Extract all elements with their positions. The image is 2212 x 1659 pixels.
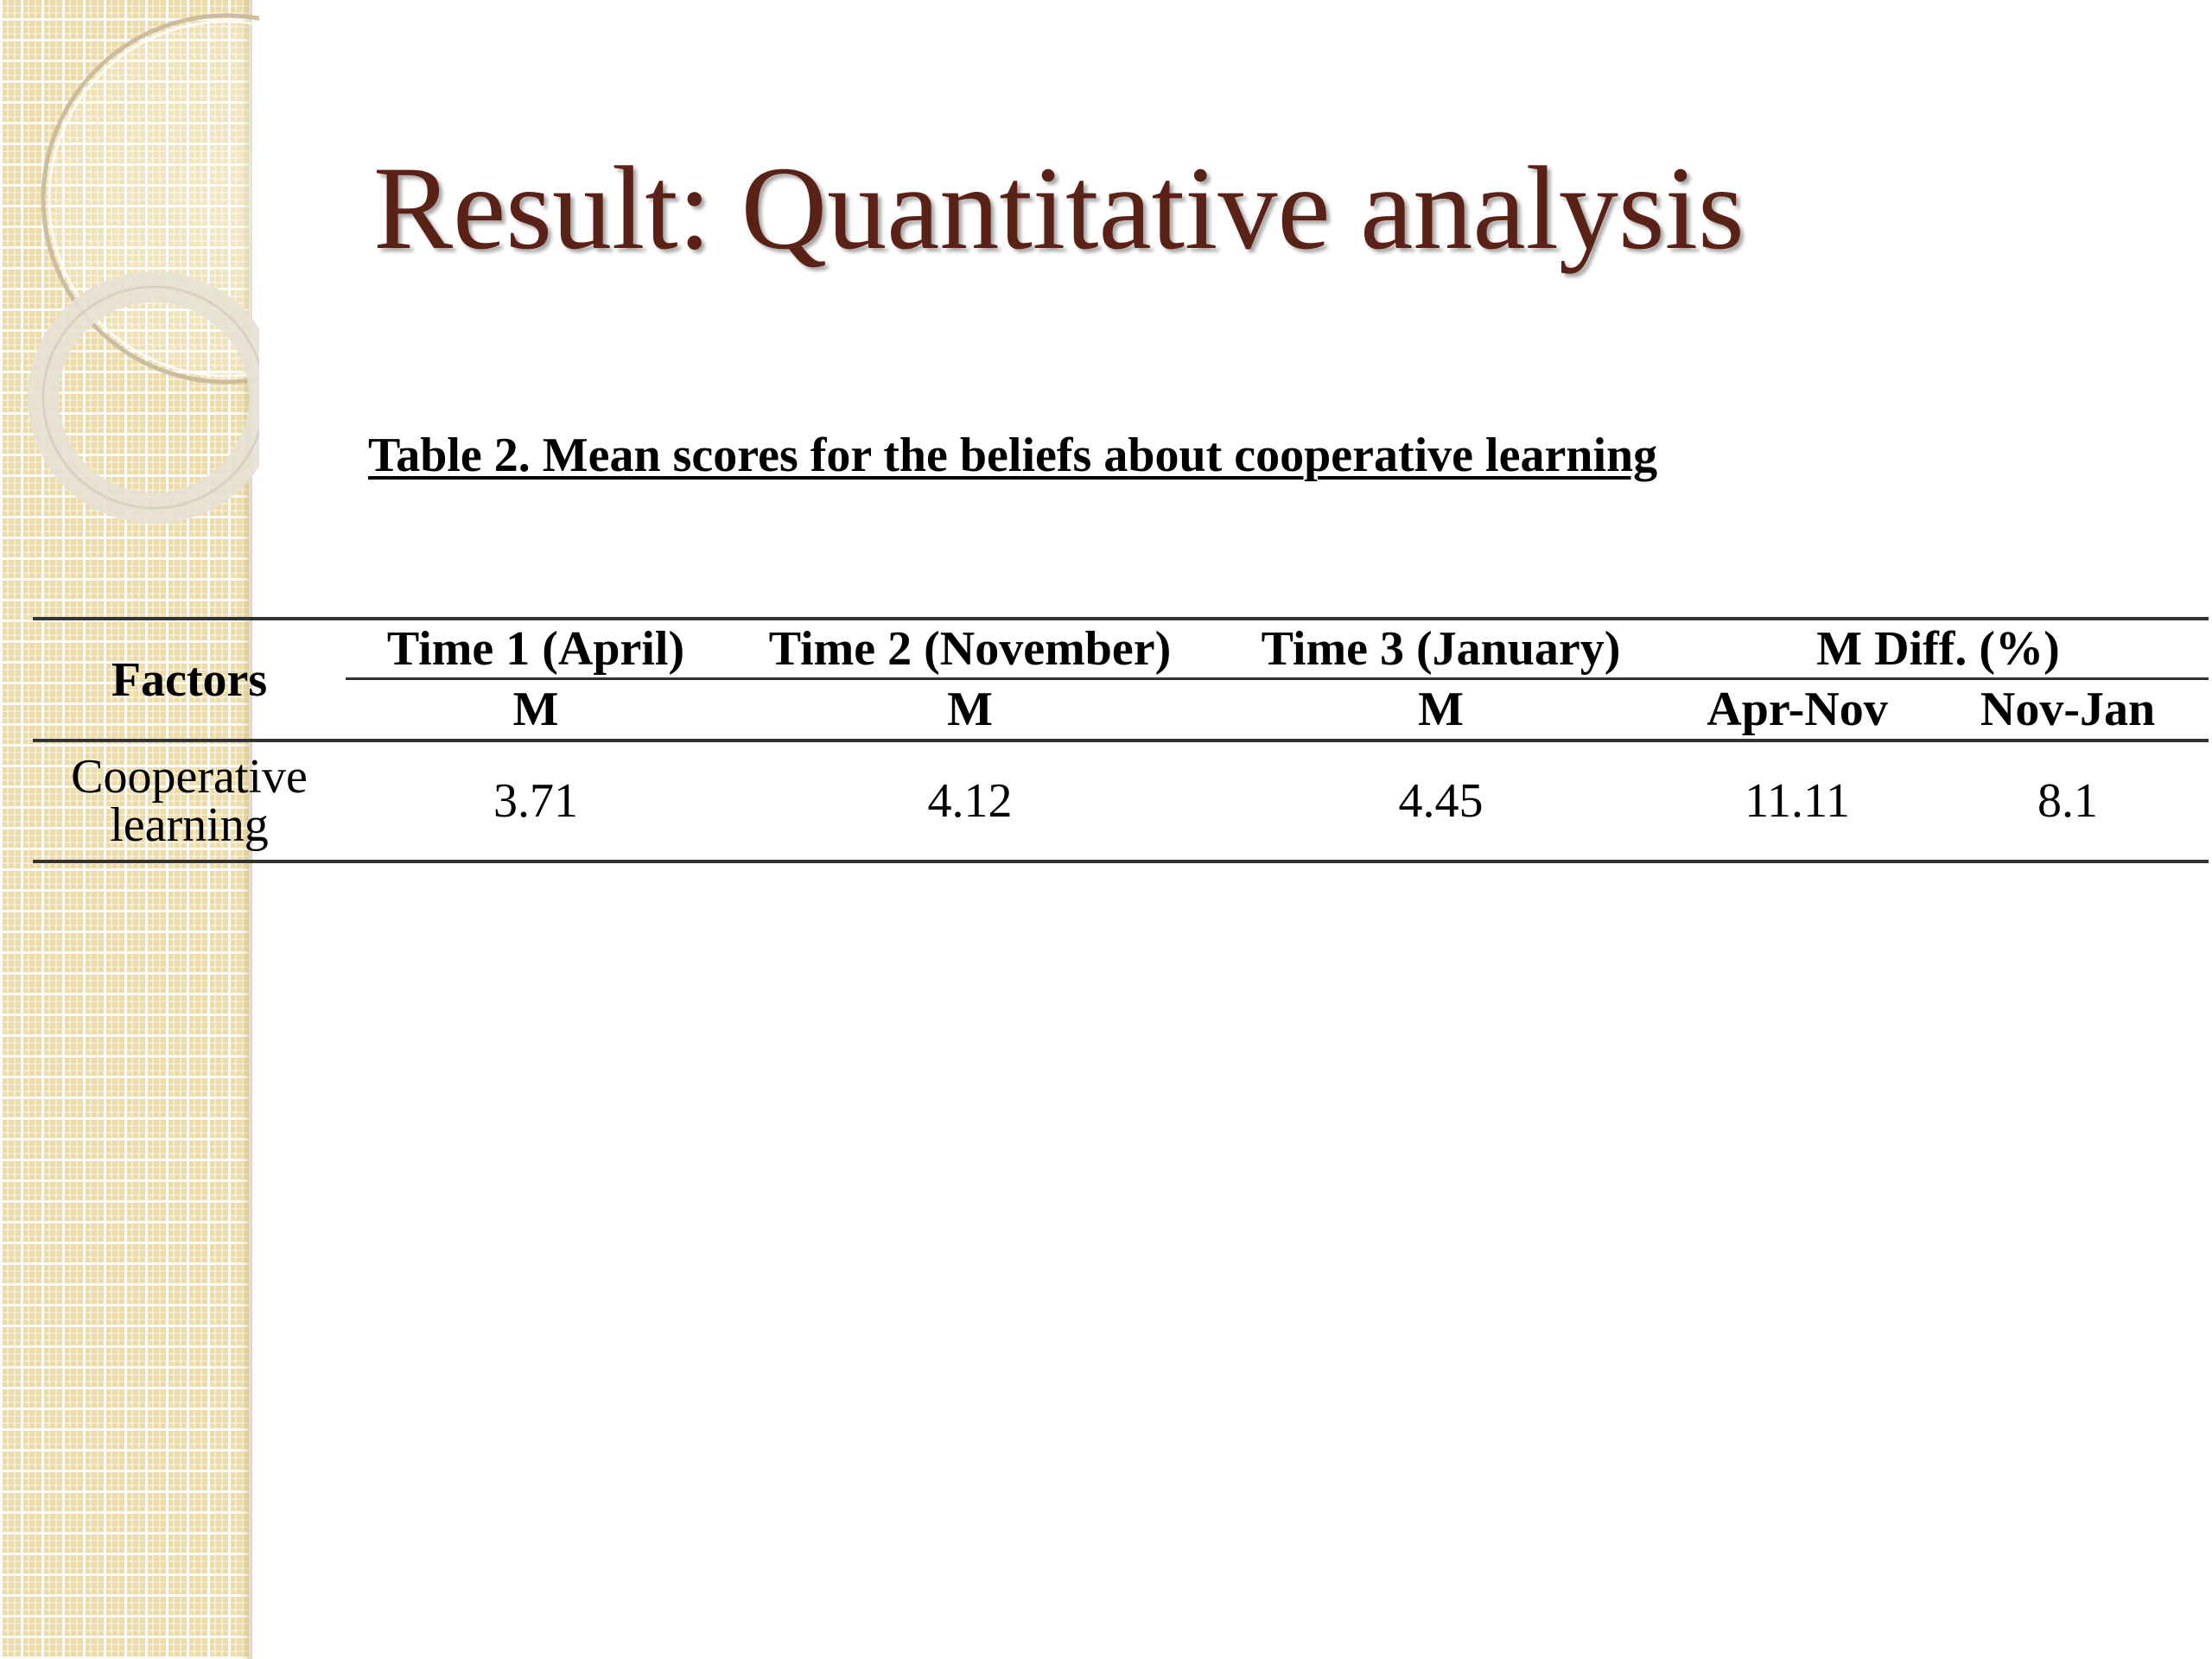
- table-row: Cooperative learning 3.71 4.12 4.45 11.1…: [33, 741, 2209, 863]
- decorative-rings-icon: [28, 13, 259, 524]
- table-caption: Table 2. Mean scores for the beliefs abo…: [368, 429, 1658, 482]
- cell-time2-mean: 4.12: [726, 741, 1214, 863]
- factor-name-line2: learning: [110, 798, 269, 852]
- table-subheader-row: M M M Apr-Nov Nov-Jan: [33, 678, 2209, 742]
- column-header-time2: Time 2 (November): [726, 617, 1214, 680]
- cell-time1-mean: 3.71: [346, 741, 726, 863]
- subheader-apr-nov: Apr-Nov: [1668, 678, 1927, 742]
- cell-apr-nov-diff: 11.11: [1668, 741, 1927, 863]
- slide-title: Result: Quantitative analysis: [373, 142, 1745, 274]
- cell-factor: Cooperative learning: [33, 741, 346, 863]
- subheader-m-time1: M: [346, 678, 726, 742]
- subheader-m-time2: M: [726, 678, 1214, 742]
- factor-name-line1: Cooperative: [71, 750, 308, 804]
- column-header-mdiff: M Diff. (%): [1668, 617, 2209, 680]
- cell-time3-mean: 4.45: [1214, 741, 1668, 863]
- column-header-time1: Time 1 (April): [346, 617, 726, 680]
- table-header-row: Factors Time 1 (April) Time 2 (November)…: [33, 617, 2209, 742]
- subheader-m-time3: M: [1214, 678, 1668, 742]
- subheader-nov-jan: Nov-Jan: [1927, 678, 2209, 742]
- column-header-time3: Time 3 (January): [1214, 617, 1668, 680]
- column-header-factors: Factors: [33, 617, 346, 742]
- mean-scores-table: Factors Time 1 (April) Time 2 (November)…: [33, 617, 2209, 863]
- cell-nov-jan-diff: 8.1: [1927, 741, 2209, 863]
